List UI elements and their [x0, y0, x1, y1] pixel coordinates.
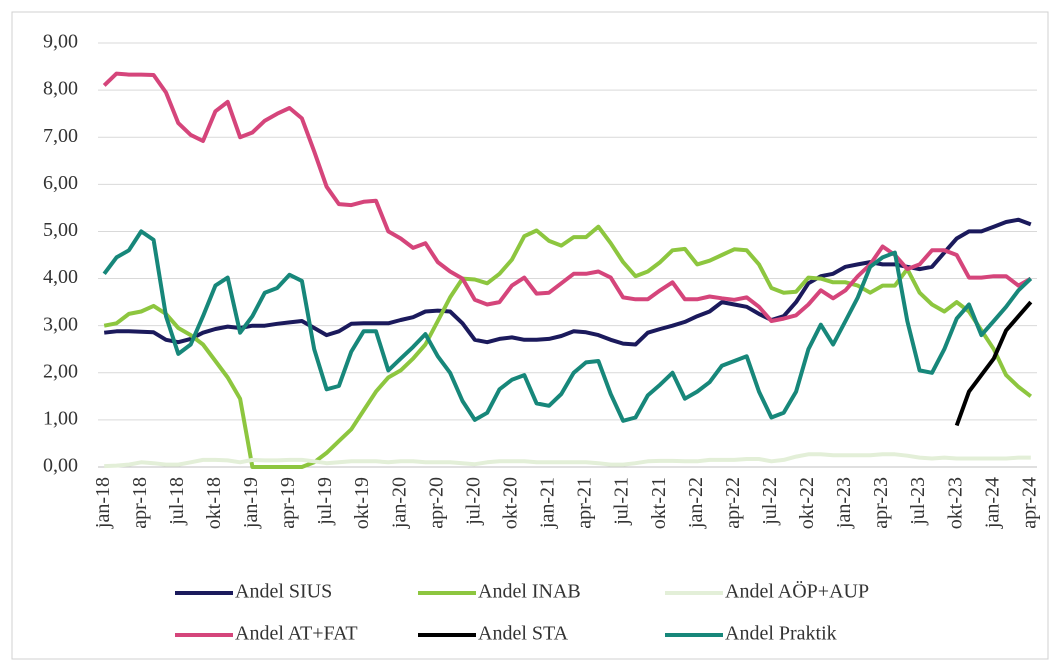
- x-tick-label: jul-23: [907, 477, 929, 526]
- series-line: [104, 452, 1031, 469]
- x-tick-label: apr-24: [1018, 477, 1040, 529]
- x-tick-label: apr-23: [870, 477, 892, 529]
- x-tick-label: jan-22: [685, 477, 707, 529]
- x-tick-label: okt-18: [203, 477, 225, 529]
- x-tick-label: jul-20: [462, 477, 484, 526]
- x-tick-label: okt-23: [944, 477, 966, 529]
- x-tick-label: okt-19: [351, 477, 373, 529]
- y-tick-label: 6,00: [43, 172, 78, 194]
- y-tick-label: 2,00: [43, 360, 78, 382]
- x-tick-label: apr-20: [425, 477, 447, 529]
- y-tick-label: 5,00: [43, 219, 78, 241]
- x-tick-label: jan-19: [240, 477, 262, 529]
- y-tick-label: 1,00: [43, 407, 78, 429]
- legend-label: Andel AÖP+AUP: [725, 580, 869, 603]
- x-tick-label: apr-18: [129, 477, 151, 529]
- x-tick-label: jul-19: [314, 477, 336, 526]
- x-tick-label: apr-22: [722, 477, 744, 529]
- legend-label: Andel SIUS: [235, 581, 332, 603]
- x-tick-label: jan-24: [981, 477, 1003, 529]
- series-line: [102, 229, 1033, 423]
- y-tick-label: 8,00: [43, 78, 78, 100]
- series-line: [954, 300, 1033, 427]
- x-tick-label: okt-20: [499, 477, 521, 529]
- x-tick-label: okt-22: [796, 477, 818, 529]
- y-tick-label: 4,00: [43, 266, 78, 288]
- x-tick-label: jan-18: [92, 477, 114, 529]
- x-tick-label: okt-21: [648, 477, 670, 529]
- y-tick-label: 0,00: [43, 455, 78, 477]
- y-tick-label: 7,00: [43, 125, 78, 147]
- x-tick-label: jul-21: [611, 477, 633, 526]
- legend-label: Andel INAB: [478, 581, 581, 603]
- x-tick-label: jul-22: [759, 477, 781, 526]
- series-line: [103, 224, 1033, 469]
- legend-label: Andel AT+FAT: [235, 623, 358, 645]
- x-tick-label: apr-21: [574, 477, 596, 529]
- x-tick-label: jul-18: [166, 477, 188, 526]
- y-tick-label: 3,00: [43, 313, 78, 335]
- x-tick-label: jan-23: [833, 477, 855, 529]
- y-tick-label: 9,00: [43, 31, 78, 53]
- x-tick-label: jan-20: [388, 477, 410, 529]
- legend-label: Andel Praktik: [725, 623, 837, 645]
- chart-border: [11, 11, 1049, 660]
- x-tick-label: apr-19: [277, 477, 299, 529]
- x-tick-label: jan-21: [537, 477, 559, 529]
- legend-label: Andel STA: [478, 623, 569, 645]
- series-line: [102, 71, 1032, 323]
